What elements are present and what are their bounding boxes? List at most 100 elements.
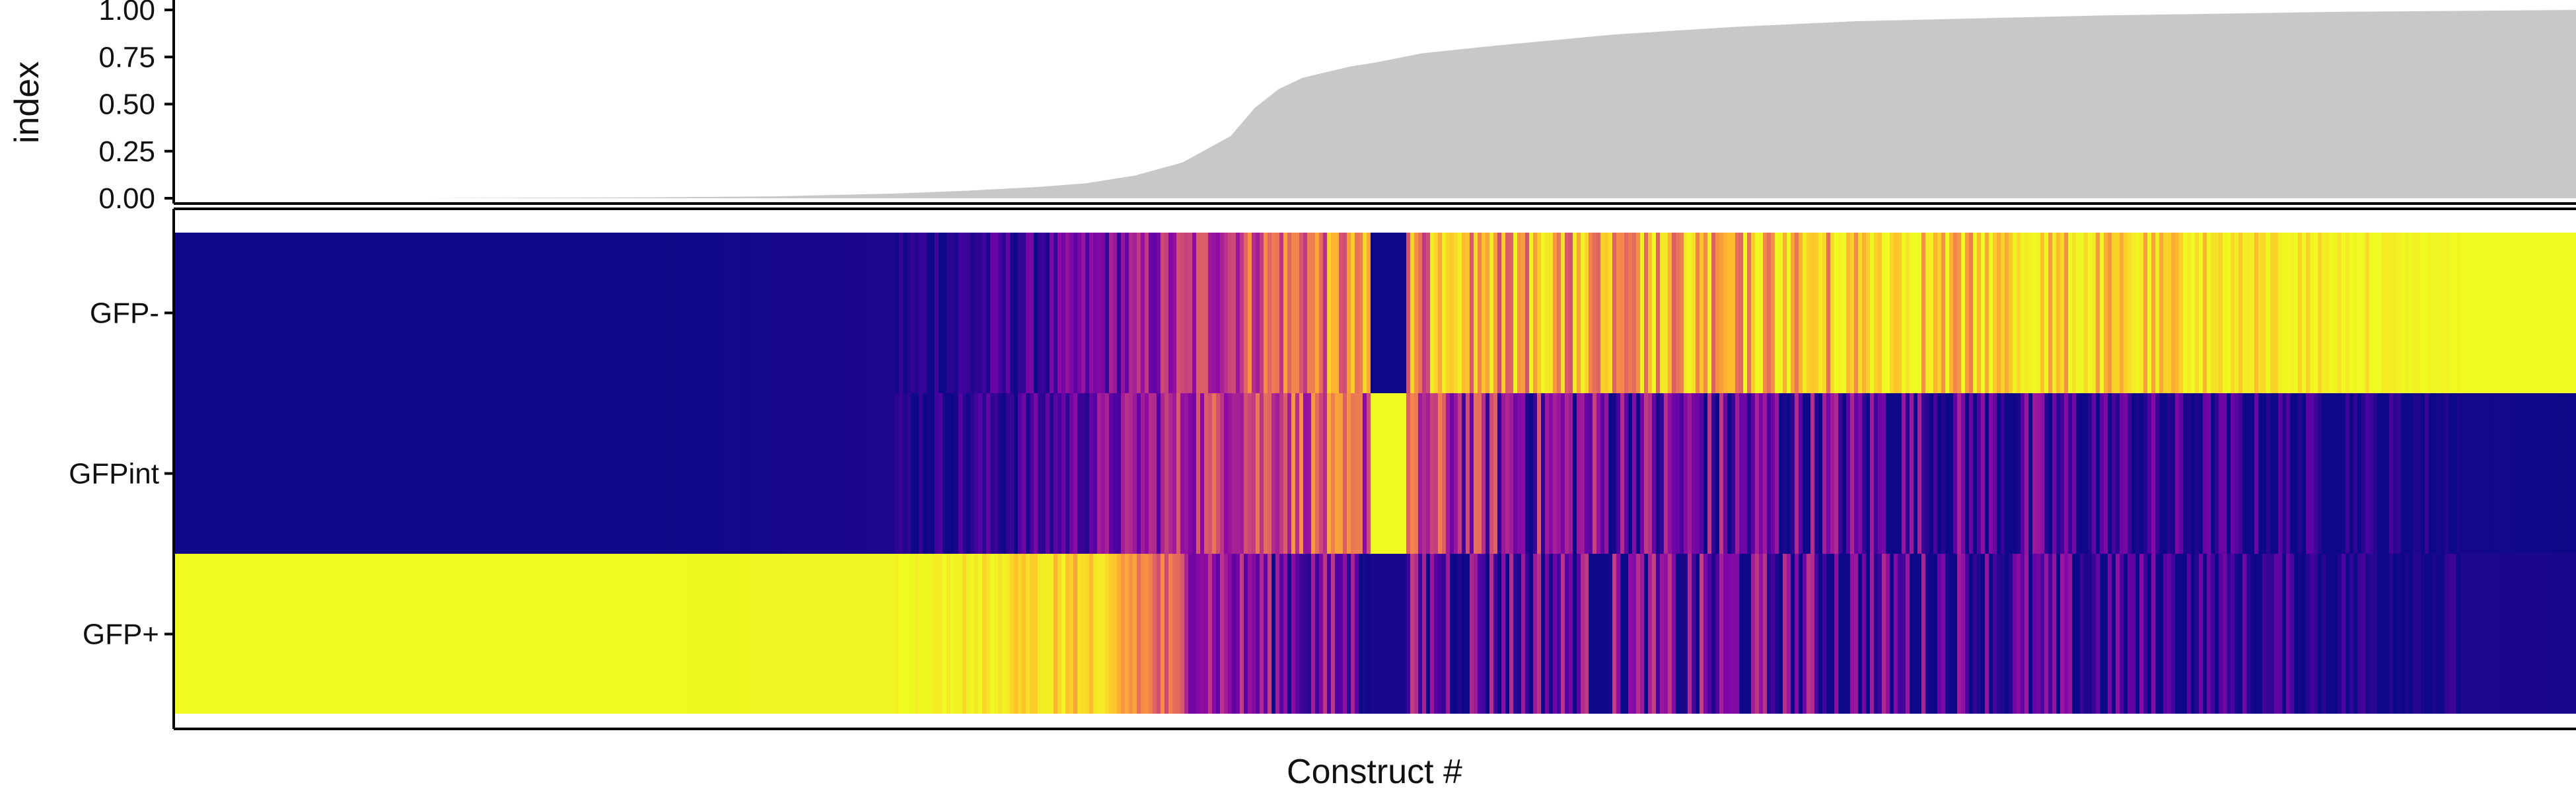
heatmap-cell: [1949, 233, 1954, 393]
heatmap-cell: [435, 233, 440, 393]
heatmap-cell: [2242, 554, 2247, 714]
heatmap-cell: [1537, 554, 1542, 714]
heatmap-cell: [1057, 554, 1062, 714]
heatmap-cell: [2056, 233, 2061, 393]
heatmap-cell: [1248, 233, 1252, 393]
heatmap-cell: [1149, 233, 1153, 393]
heatmap-cell: [2369, 393, 2374, 554]
heatmap-cell: [1347, 233, 1351, 393]
heatmap-cell: [1652, 554, 1657, 714]
heatmap-cell: [1929, 233, 1934, 393]
heatmap-cell: [1232, 554, 1236, 714]
heatmap-cell: [1870, 393, 1875, 554]
heatmap-cell: [273, 393, 277, 554]
heatmap-cell: [257, 393, 262, 554]
heatmap-cell: [752, 554, 757, 714]
heatmap-cell: [519, 393, 523, 554]
heatmap-cell: [1807, 233, 1811, 393]
heatmap-cell: [372, 233, 376, 393]
heatmap-cell: [1886, 233, 1890, 393]
heatmap-cell: [1109, 554, 1114, 714]
heatmap-cell: [2048, 554, 2053, 714]
heatmap-cell: [1957, 233, 1962, 393]
heatmap-cell: [1228, 554, 1233, 714]
heatmap-cell: [828, 393, 832, 554]
heatmap-cell: [2108, 233, 2112, 393]
heatmap-cell: [1565, 393, 1569, 554]
heatmap-cell: [633, 393, 638, 554]
heatmap-cell: [241, 554, 246, 714]
heatmap-cell: [368, 233, 373, 393]
heatmap-cell: [962, 393, 967, 554]
heatmap-cell: [1141, 554, 1145, 714]
heatmap-cell: [800, 554, 805, 714]
heatmap-cell: [1838, 554, 1843, 714]
heatmap-cell: [574, 393, 579, 554]
heatmap-cell: [1985, 554, 1989, 714]
heatmap-cell: [2104, 393, 2108, 554]
heatmap-cell: [2334, 233, 2338, 393]
heatmap-cell: [1541, 393, 1546, 554]
heatmap-cell: [812, 554, 816, 714]
heatmap-cell: [2084, 554, 2089, 714]
heatmap-cell: [1172, 233, 1177, 393]
heatmap-cell: [863, 393, 868, 554]
heatmap-cell: [935, 554, 939, 714]
heatmap-cell: [657, 554, 662, 714]
heatmap-cell: [1684, 233, 1688, 393]
heatmap-cell: [895, 554, 900, 714]
heatmap-cell: [2017, 393, 2021, 554]
heatmap-cell: [2405, 393, 2410, 554]
heatmap-cell: [2009, 393, 2013, 554]
heatmap-cell: [205, 393, 210, 554]
heatmap-cell: [2278, 233, 2283, 393]
heatmap-cell: [277, 233, 281, 393]
heatmap-cell: [2464, 233, 2469, 393]
heatmap-cell: [1228, 233, 1233, 393]
heatmap-cell: [1030, 393, 1034, 554]
heatmap-cell: [1252, 233, 1256, 393]
heatmap-cell: [1196, 393, 1201, 554]
heatmap-cell: [411, 233, 416, 393]
heatmap-cell: [2342, 554, 2346, 714]
heatmap-cell: [1553, 233, 1557, 393]
heatmap-cell: [2040, 393, 2045, 554]
heatmap-cell: [1906, 554, 1910, 714]
heatmap-cell: [756, 233, 761, 393]
heatmap-cell: [1157, 554, 1161, 714]
heatmap-cell: [1628, 393, 1633, 554]
heatmap-cell: [182, 554, 186, 714]
heatmap-cell: [439, 554, 444, 714]
heatmap-cell: [1755, 554, 1760, 714]
heatmap-cell: [2500, 393, 2505, 554]
index-area: [174, 10, 2576, 198]
heatmap-cell: [1402, 393, 1407, 554]
heatmap-cell: [2338, 554, 2342, 714]
heatmap-cell: [1743, 393, 1748, 554]
heatmap-cell: [2021, 554, 2025, 714]
heatmap-cell: [2567, 554, 2572, 714]
heatmap-cell: [1569, 393, 1573, 554]
heatmap-cell: [1485, 233, 1490, 393]
heatmap-cell: [459, 233, 464, 393]
heatmap-cell: [507, 233, 511, 393]
heatmap-cell: [1089, 554, 1094, 714]
heatmap-cell: [1101, 233, 1106, 393]
heatmap-cell: [1854, 233, 1859, 393]
heatmap-cell: [455, 393, 460, 554]
heatmap-cell: [190, 393, 194, 554]
heatmap-cell: [2512, 393, 2517, 554]
heatmap-cell: [1807, 554, 1811, 714]
heatmap-cell: [344, 393, 349, 554]
heatmap-cell: [1176, 393, 1181, 554]
heatmap-cell: [546, 233, 551, 393]
heatmap-cell: [356, 393, 361, 554]
heatmap-cell: [479, 554, 483, 714]
area-y-tick-label: 0.25: [98, 135, 155, 168]
heatmap-cell: [2242, 233, 2247, 393]
heatmap-cell: [2306, 554, 2310, 714]
heatmap-cell: [1097, 233, 1102, 393]
heatmap-cell: [1600, 393, 1605, 554]
heatmap-cell: [1371, 233, 1375, 393]
heatmap-cell: [1731, 554, 1736, 714]
